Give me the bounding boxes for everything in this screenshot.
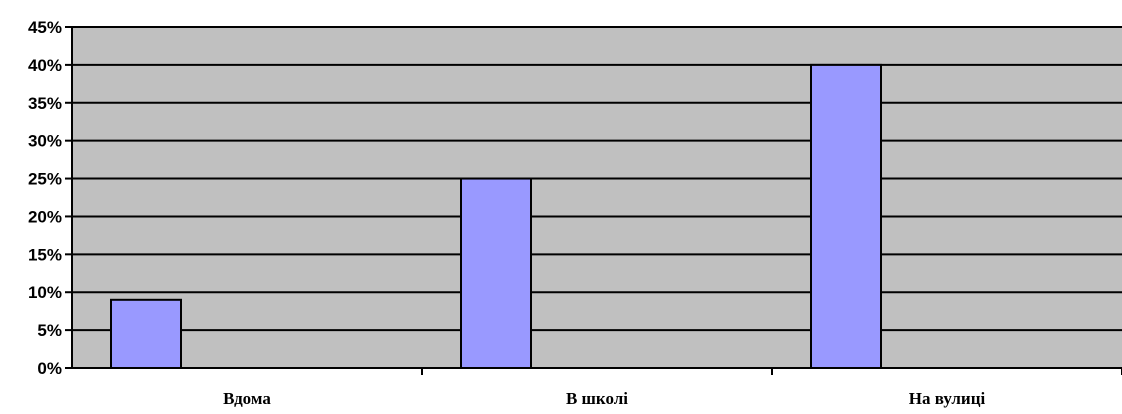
y-tick-label: 15% — [28, 245, 62, 264]
gridlines — [72, 26, 1122, 332]
y-tick-label: 20% — [28, 207, 62, 226]
y-tick-label: 45% — [28, 18, 62, 37]
y-tick-label: 25% — [28, 170, 62, 189]
x-tick-label: Вдома — [223, 389, 271, 408]
plot-area — [72, 27, 1122, 368]
y-tick-label: 40% — [28, 56, 62, 75]
bar-3 — [810, 63, 882, 369]
y-tick-label: 10% — [28, 283, 62, 302]
bars — [110, 63, 882, 369]
x-axis-ticks: Вдома В школі На вулиці — [223, 368, 1122, 408]
y-tick-label: 35% — [28, 94, 62, 113]
bar-2 — [460, 177, 532, 369]
x-tick-label: В школі — [566, 389, 628, 408]
y-tick-label: 0% — [37, 359, 62, 378]
y-tick-label: 30% — [28, 132, 62, 151]
x-tick-label: На вулиці — [909, 389, 986, 408]
bar-1 — [110, 298, 182, 369]
y-axis-ticks: 0% 5% 10% 15% 20% 25% 30% 35% 40% 45% — [28, 18, 72, 378]
y-tick-label: 5% — [37, 321, 62, 340]
